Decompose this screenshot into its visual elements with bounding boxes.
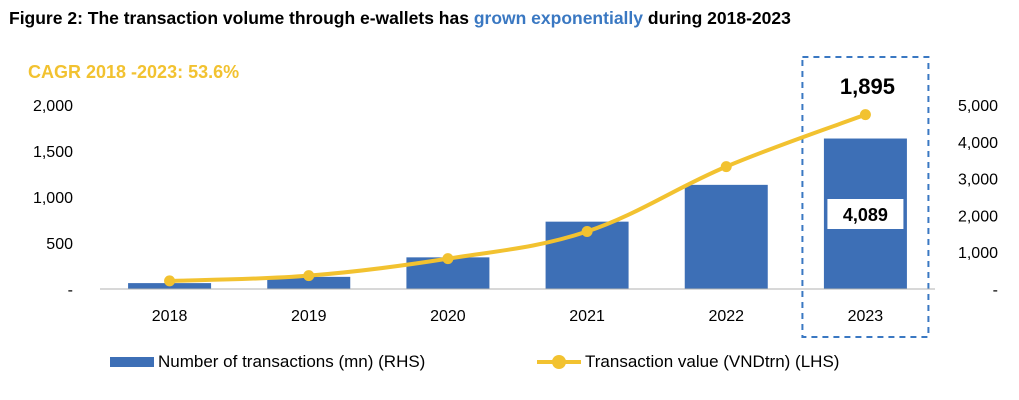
cagr-annotation: CAGR 2018 -2023: 53.6% [28, 62, 240, 82]
line-point-2022 [720, 161, 732, 173]
line-point-2020 [442, 253, 454, 265]
bar-data-label-bg [827, 199, 904, 229]
x-tick-label: 2021 [569, 308, 605, 325]
legend-label-value: Transaction value (VNDtrn) (LHS) [585, 352, 840, 371]
legend: Number of transactions (mn) (RHS) Transa… [0, 352, 1019, 376]
right-tick-label: 5,000 [958, 98, 998, 115]
bar-2022 [684, 184, 768, 289]
chart-title-suffix: during 2018-2023 [643, 8, 791, 28]
bar-data-label-2023: 4,089 [843, 205, 888, 225]
chart-title: Figure 2: The transaction volume through… [9, 8, 791, 29]
x-tick-label: 2019 [291, 308, 327, 325]
x-tick-label: 2020 [430, 308, 466, 325]
line-point-2021 [581, 226, 593, 237]
x-tick-label: 2018 [152, 308, 188, 325]
legend-bar-swatch [110, 357, 154, 367]
right-tick-label: 1,000 [958, 245, 998, 262]
right-tick-label: 4,000 [958, 135, 998, 152]
left-tick-label: - [68, 282, 73, 299]
legend-label-transactions: Number of transactions (mn) (RHS) [158, 352, 426, 371]
x-tick-label: 2022 [708, 308, 744, 325]
chart-title-highlight: grown exponentially [473, 8, 644, 28]
highlight-box-2023 [801, 56, 930, 338]
chart-area: - 500 1,000 1,500 2,000 - 1,000 2,000 3,000 4,000… [33, 56, 998, 338]
line-data-label-2023: 1,895 [840, 74, 895, 99]
bar-2019 [267, 276, 351, 289]
left-tick-label: 1,000 [33, 190, 73, 207]
right-tick-label: 3,000 [958, 172, 998, 189]
chart-title-prefix: Figure 2: The transaction volume through… [9, 8, 474, 28]
line-point-2018 [164, 275, 176, 287]
left-tick-label: 1,500 [33, 144, 73, 161]
line-point-2019 [303, 270, 315, 282]
line-point-2023 [859, 109, 871, 121]
left-tick-label: 500 [46, 236, 73, 253]
line-transaction-value [169, 112, 867, 283]
legend-item-transactions: Number of transactions (mn) (RHS) [110, 352, 425, 372]
right-tick-label: 2,000 [958, 208, 998, 225]
legend-item-value: Transaction value (VNDtrn) (LHS) [537, 352, 839, 372]
legend-line-swatch [537, 355, 581, 369]
right-tick-label: - [993, 282, 998, 299]
x-tick-label: 2023 [848, 308, 884, 325]
left-tick-label: 2,000 [33, 98, 73, 115]
